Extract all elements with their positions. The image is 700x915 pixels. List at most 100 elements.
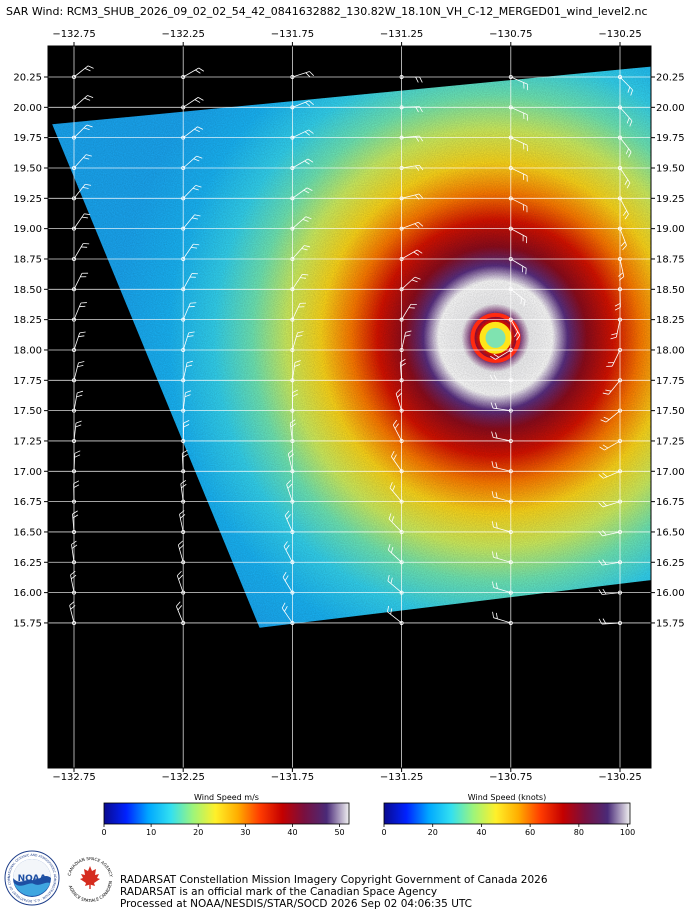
y-tick-label-right: 20.00 — [656, 103, 685, 114]
wind-barb — [287, 449, 295, 474]
wind-barb — [399, 276, 421, 292]
wind-barb — [72, 124, 93, 140]
x-tick-label-bottom: −131.75 — [271, 772, 314, 783]
colorbar-ms: Wind Speed m/s 0 10 20 30 40 50 — [101, 793, 350, 837]
wind-barb — [181, 97, 204, 110]
wind-barb — [399, 164, 424, 171]
x-tick-label-bottom: −132.25 — [162, 772, 205, 783]
wind-barb — [618, 165, 631, 189]
wind-barb — [491, 461, 513, 474]
wind-barb — [180, 480, 187, 504]
y-tick-label-left: 17.50 — [13, 406, 42, 417]
wind-barb — [491, 491, 513, 504]
wind-barb — [72, 272, 89, 292]
wind-barb — [387, 544, 404, 565]
wind-barb — [71, 540, 78, 565]
wind-barb — [599, 438, 623, 451]
wind-barb — [72, 213, 91, 231]
wind-barb — [602, 378, 623, 395]
noaa-wordmark: NOAA — [18, 874, 47, 884]
wind-barb — [181, 214, 201, 231]
y-tick-label-left: 16.25 — [13, 558, 42, 569]
wind-barb — [610, 317, 623, 340]
wind-barb — [181, 243, 200, 261]
wind-barb — [399, 105, 423, 113]
wind-barb — [290, 331, 304, 352]
colorbar-tick-label: 0 — [101, 828, 106, 837]
colorbar-knots: Wind Speed (knots) 0 20 40 60 80 100 — [381, 793, 635, 837]
wind-barb — [72, 420, 82, 443]
wind-barb — [388, 513, 404, 534]
x-tick-label-bottom: −130.75 — [489, 772, 532, 783]
wind-barb — [491, 521, 513, 534]
wind-barb — [72, 510, 79, 534]
y-tick-label-right: 16.50 — [656, 527, 685, 538]
wind-barb — [491, 431, 513, 443]
storm-eye-center — [485, 327, 506, 348]
wind-barb — [390, 451, 404, 474]
wind-barb — [490, 402, 513, 413]
wind-barb — [614, 287, 623, 311]
wind-barb — [598, 618, 623, 625]
y-tick-label-left: 18.75 — [13, 254, 42, 265]
wind-barb — [600, 408, 623, 423]
wind-barb — [508, 226, 528, 244]
wind-barb — [392, 419, 404, 443]
wind-barb — [606, 347, 623, 367]
maple-leaf-icon — [80, 866, 100, 886]
y-tick-label-left: 17.00 — [13, 467, 42, 478]
wind-barb — [598, 559, 623, 566]
wind-barb — [290, 302, 307, 322]
wind-barb — [181, 302, 197, 322]
wind-barb — [181, 67, 205, 80]
plot-frame — [47, 45, 652, 769]
y-tick-label-right: 17.25 — [656, 436, 685, 447]
colorbars: Wind Speed m/s 0 10 20 30 40 50 Wind Speed (kno… — [101, 793, 635, 837]
y-tick-label-left: 20.00 — [13, 103, 42, 114]
wind-barb — [72, 450, 81, 474]
wind-barb — [618, 105, 633, 127]
y-tick-label-left: 20.25 — [13, 73, 42, 84]
colorbar-tick-label: 20 — [193, 828, 203, 837]
wind-barb — [181, 331, 195, 352]
y-tick-label-right: 16.00 — [656, 588, 685, 599]
wind-barb — [179, 510, 186, 534]
wind-barb — [72, 480, 80, 504]
wind-barb — [618, 256, 625, 281]
wind-barb — [290, 71, 315, 80]
x-tick-label-top: −130.25 — [598, 29, 641, 40]
wind-barb — [598, 588, 623, 595]
wind-barb — [489, 374, 513, 383]
wind-barb — [618, 135, 632, 158]
y-tick-label-left: 18.25 — [13, 315, 42, 326]
wind-barb — [492, 581, 513, 595]
colorbar-tick-label: 100 — [620, 828, 635, 837]
credit-line-1: RADARSAT Constellation Mission Imagery C… — [120, 874, 548, 886]
wind-barb — [72, 331, 86, 352]
wind-barb — [70, 570, 77, 595]
wind-barb — [508, 196, 528, 213]
wind-barb — [399, 221, 424, 231]
y-tick-label-right: 18.25 — [656, 315, 685, 326]
wind-barb — [286, 480, 295, 504]
wind-barb — [72, 302, 87, 322]
wind-barb — [181, 155, 203, 170]
y-tick-label-right: 18.50 — [656, 285, 685, 296]
wind-barb — [72, 390, 84, 413]
wind-barb — [598, 469, 623, 479]
wind-barb — [72, 95, 94, 110]
y-tick-label-left: 16.50 — [13, 527, 42, 538]
wind-barb — [72, 183, 92, 201]
wind-barb — [508, 135, 528, 152]
noaa-logo: NOAA NATIONAL OCEANIC AND ATMOSPHERIC AD… — [4, 850, 60, 906]
y-tick-label-right: 17.00 — [656, 467, 685, 478]
y-tick-label-left: 17.25 — [13, 436, 42, 447]
wind-barb — [395, 388, 404, 413]
y-tick-label-right: 19.50 — [656, 163, 685, 174]
wind-barb — [72, 243, 90, 261]
wind-barb — [490, 347, 513, 360]
wind-barb — [598, 529, 623, 537]
y-tick-label-left: 16.00 — [13, 588, 42, 599]
wind-barb — [290, 158, 314, 170]
